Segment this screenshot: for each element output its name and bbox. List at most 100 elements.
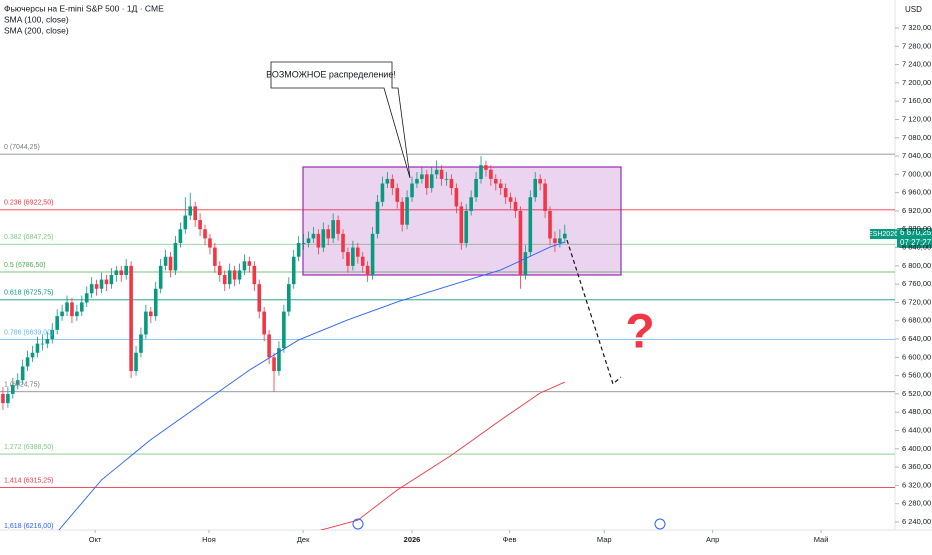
candle-body <box>523 252 528 275</box>
candle-body <box>484 165 488 170</box>
candle-body <box>365 265 370 275</box>
countdown: 07:27:27 <box>900 238 932 247</box>
candle-body <box>415 178 419 184</box>
event-icon[interactable] <box>352 518 364 530</box>
candle-body <box>380 183 385 202</box>
y-tick-label: 6 400,00 <box>902 444 931 453</box>
candle-body <box>375 201 380 234</box>
candle-body <box>296 242 301 257</box>
candle-body <box>336 220 340 234</box>
y-tick-label: 7 040,00 <box>902 151 931 160</box>
y-tick-label: 6 880,00 <box>902 224 931 233</box>
candle-body <box>262 311 266 335</box>
candle-body <box>385 178 390 184</box>
candle-body <box>503 188 508 198</box>
candle-body <box>208 238 212 248</box>
candle-body <box>50 329 55 340</box>
candle-body <box>425 174 429 189</box>
candle-body <box>493 178 498 184</box>
candle-body <box>168 256 173 271</box>
callout-text: ВОЗМОЖНОЕ распределение! <box>266 69 396 79</box>
y-tick-label: 7 120,00 <box>902 114 931 123</box>
candle-body <box>498 183 503 189</box>
candle-body <box>410 183 414 198</box>
candle-body <box>346 252 350 266</box>
question-mark: ? <box>625 306 654 359</box>
candle-body <box>237 270 242 280</box>
y-tick-label: 6 240,00 <box>902 517 931 526</box>
candle-body <box>213 247 217 266</box>
candle-body <box>129 265 133 372</box>
candle-body <box>124 265 128 275</box>
currency: USD <box>905 5 922 14</box>
candle-body <box>454 188 459 207</box>
candle-body <box>291 256 296 285</box>
candle-body <box>306 238 311 243</box>
header-title: Фьючерсы на E-mini S&P 500 · 1Д · CME <box>4 3 164 13</box>
candle-body <box>232 270 237 280</box>
y-tick-label: 6 600,00 <box>902 352 931 361</box>
candle-body <box>400 201 404 225</box>
x-tick-label: Ноя <box>202 535 216 544</box>
candle-body <box>35 343 40 353</box>
candle-body <box>149 311 153 317</box>
y-tick-label: 6 640,00 <box>902 334 931 343</box>
candle-body <box>20 366 25 381</box>
y-tick-label: 6 480,00 <box>902 407 931 416</box>
event-icon[interactable] <box>654 518 666 530</box>
candle-body <box>341 233 345 253</box>
candle-body <box>351 247 355 266</box>
candle-body <box>543 183 547 211</box>
y-tick-label: 6 560,00 <box>902 371 931 380</box>
candle-body <box>203 229 207 239</box>
candle-body <box>277 348 281 372</box>
candle-body <box>562 233 567 239</box>
candle-body <box>356 247 360 257</box>
candle-body <box>287 284 291 312</box>
y-tick-label: 6 920,00 <box>902 206 931 215</box>
candle-body <box>183 215 188 230</box>
fib-label: 1 (6524,75) <box>4 382 40 389</box>
x-tick-label: Фев <box>503 535 517 544</box>
projection-arrow <box>566 239 622 386</box>
candle-body <box>326 229 331 239</box>
y-tick-label: 6 760,00 <box>902 279 931 288</box>
symbol-label: ESH2026 <box>868 231 898 238</box>
candle-body <box>553 238 557 243</box>
candle-body <box>163 256 168 266</box>
candle-body <box>321 229 326 248</box>
candle-body <box>257 284 262 312</box>
candle-body <box>439 169 444 179</box>
candle-body <box>99 279 104 289</box>
candle-body <box>193 206 197 221</box>
candle-body <box>518 210 523 275</box>
x-tick-label: 2026 <box>404 535 421 544</box>
candle-body <box>548 210 552 239</box>
y-tick-label: 6 680,00 <box>902 316 931 325</box>
candle-body <box>474 178 478 198</box>
y-tick-label: 6 520,00 <box>902 389 931 398</box>
fib-label: 0.5 (6786,50) <box>4 262 46 269</box>
candle-body <box>420 174 424 179</box>
plot <box>1 156 567 530</box>
candle-body <box>316 233 321 248</box>
candle-body <box>429 174 434 189</box>
x-tick-label: Окт <box>89 535 102 544</box>
candle-body <box>11 384 15 394</box>
fib-label: 1,618 (6216,00) <box>4 523 53 530</box>
candle-body <box>449 178 454 189</box>
candle-body <box>119 270 124 275</box>
candle-body <box>15 380 20 385</box>
candle-body <box>489 169 493 179</box>
candle-body <box>109 275 114 285</box>
candle-body <box>242 261 247 271</box>
candle-body <box>114 270 119 275</box>
candle-body <box>25 357 30 367</box>
fib-label: 1,414 (6315,25) <box>4 477 53 484</box>
candle-body <box>390 178 395 189</box>
candle-body <box>558 238 562 243</box>
candle-body <box>173 242 178 271</box>
last-price: 6 870,25 <box>900 228 932 237</box>
header-indicator: SMA (200, close) <box>4 25 69 35</box>
candle-body <box>459 206 464 243</box>
